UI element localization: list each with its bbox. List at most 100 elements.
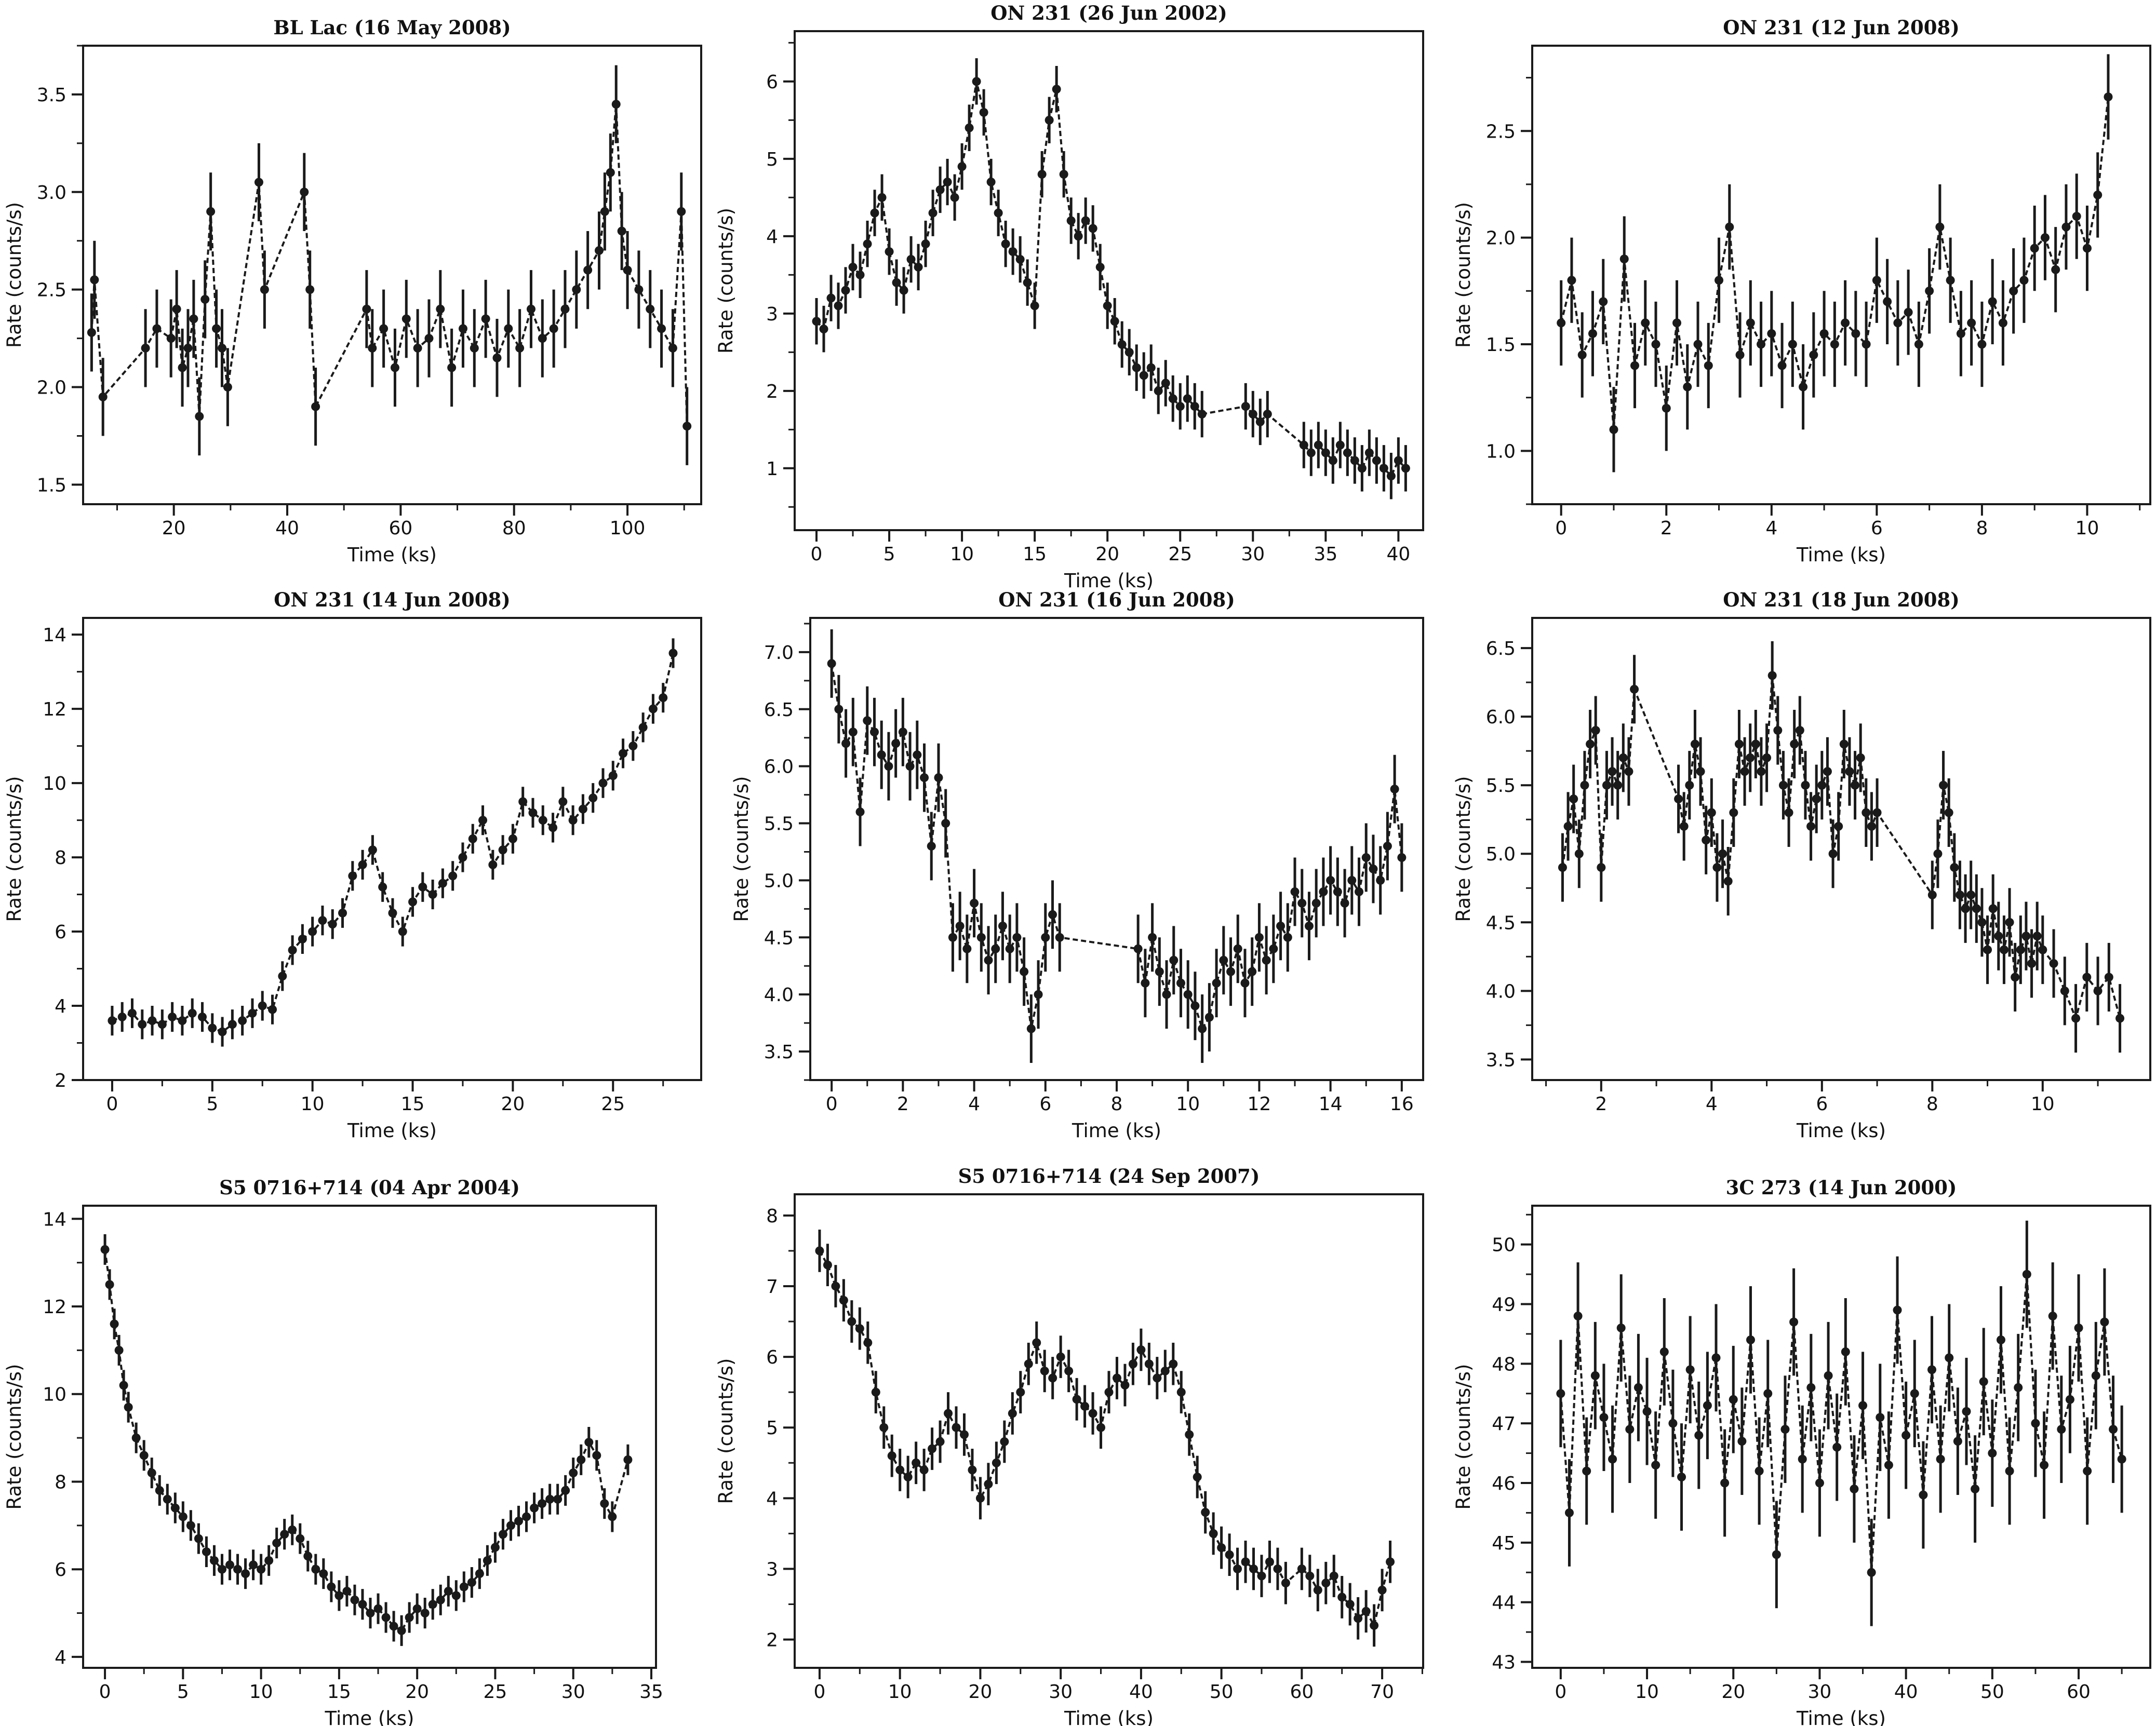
data-point xyxy=(420,1609,430,1618)
data-point xyxy=(1337,1593,1347,1602)
y-tick-label: 4.5 xyxy=(764,927,794,949)
data-point xyxy=(1619,254,1629,264)
data-point xyxy=(128,1008,137,1018)
data-point xyxy=(459,1582,468,1592)
data-point xyxy=(1248,410,1257,419)
data-point xyxy=(1790,739,1799,749)
data-point xyxy=(545,1494,555,1504)
data-point xyxy=(1012,933,1022,942)
data-point xyxy=(249,1560,258,1570)
data-point xyxy=(522,1512,531,1521)
data-point xyxy=(1041,933,1050,942)
data-point xyxy=(1030,301,1039,311)
y-axis-label: Rate (counts/s) xyxy=(715,1358,737,1504)
data-point xyxy=(1712,863,1722,872)
data-point xyxy=(819,325,828,334)
data-point xyxy=(1386,471,1396,481)
data-point xyxy=(1283,933,1292,942)
y-tick-label: 7.0 xyxy=(764,642,794,664)
data-point xyxy=(1262,955,1271,965)
data-point xyxy=(1096,1423,1106,1432)
data-point xyxy=(2060,986,2069,995)
chart-panel-6: ON 231 (18 Jun 2008) Time (ks) Rate (count… xyxy=(1452,588,2151,1142)
data-point xyxy=(117,1012,127,1021)
y-tick-label: 10 xyxy=(43,773,66,794)
data-point xyxy=(1624,767,1633,776)
data-point xyxy=(217,343,226,353)
data-point xyxy=(1240,978,1250,988)
data-point xyxy=(600,207,609,216)
x-tick-label: 30 xyxy=(1808,1681,1832,1703)
data-point xyxy=(1757,767,1766,776)
data-point xyxy=(98,392,108,401)
data-point xyxy=(490,1543,500,1552)
data-point xyxy=(1901,1431,1911,1440)
data-point xyxy=(1397,853,1407,862)
data-point xyxy=(1254,933,1264,942)
plot-frame xyxy=(1531,1205,2151,1669)
data-point xyxy=(1718,849,1728,858)
data-point xyxy=(628,741,638,751)
y-tick-label: 12 xyxy=(43,699,66,720)
data-point xyxy=(504,324,513,333)
data-point xyxy=(1376,875,1385,885)
x-tick-label: 20 xyxy=(1095,544,1119,565)
data-point xyxy=(138,1020,147,1029)
data-point xyxy=(965,123,974,132)
data-point xyxy=(389,1622,398,1631)
data-point xyxy=(1609,425,1618,434)
data-point xyxy=(300,187,309,197)
data-point xyxy=(1148,933,1157,942)
data-point xyxy=(600,1499,609,1508)
y-tick-label: 4 xyxy=(55,1647,66,1668)
data-point xyxy=(1248,967,1257,976)
data-point xyxy=(560,304,570,314)
data-point xyxy=(871,1387,880,1397)
data-point xyxy=(2011,973,2020,982)
data-point xyxy=(1845,767,1854,776)
data-point xyxy=(1809,350,1818,360)
data-point xyxy=(1297,898,1307,908)
x-tick-label: 10 xyxy=(950,544,974,565)
data-point xyxy=(1767,671,1777,680)
data-point xyxy=(1883,297,1892,306)
data-point xyxy=(2022,1270,2031,1279)
data-point xyxy=(975,1493,985,1503)
data-point xyxy=(848,262,858,272)
data-point xyxy=(1893,1305,1902,1315)
data-point xyxy=(311,1565,320,1574)
chart-panel-7: S5 0716+714 (04 Apr 2004) Time (ks) Rate (… xyxy=(3,1176,663,1726)
x-tick-label: 8 xyxy=(1926,1094,1938,1115)
data-point xyxy=(373,1604,383,1613)
data-point xyxy=(1702,835,1711,845)
data-point xyxy=(467,1577,476,1587)
data-point xyxy=(1723,877,1733,886)
y-tick-label: 4 xyxy=(766,1488,778,1509)
data-point xyxy=(483,1556,492,1565)
data-point xyxy=(1956,329,1965,338)
data-point xyxy=(186,1521,195,1530)
data-point xyxy=(1326,875,1335,885)
data-point xyxy=(1884,1461,1893,1470)
data-point xyxy=(200,294,210,304)
data-point xyxy=(1401,464,1410,473)
data-point xyxy=(1999,945,2008,954)
y-tick-label: 1.5 xyxy=(1486,334,1516,356)
data-point xyxy=(677,207,686,216)
data-point xyxy=(979,107,988,117)
data-point xyxy=(1176,1387,1186,1397)
data-point xyxy=(1020,967,1029,976)
y-tick-label: 4 xyxy=(766,226,778,248)
data-point xyxy=(508,834,517,843)
x-tick-label: 20 xyxy=(501,1094,525,1115)
data-point xyxy=(1690,739,1699,749)
data-point xyxy=(1563,821,1573,831)
y-tick-label: 4.5 xyxy=(1486,912,1516,934)
x-tick-label: 60 xyxy=(2067,1681,2091,1703)
data-point xyxy=(1335,440,1345,450)
data-point xyxy=(1812,794,1821,804)
x-tick-label: 60 xyxy=(389,518,412,539)
x-tick-label: 5 xyxy=(206,1094,218,1115)
data-point xyxy=(1763,1389,1773,1398)
data-point xyxy=(927,842,936,851)
